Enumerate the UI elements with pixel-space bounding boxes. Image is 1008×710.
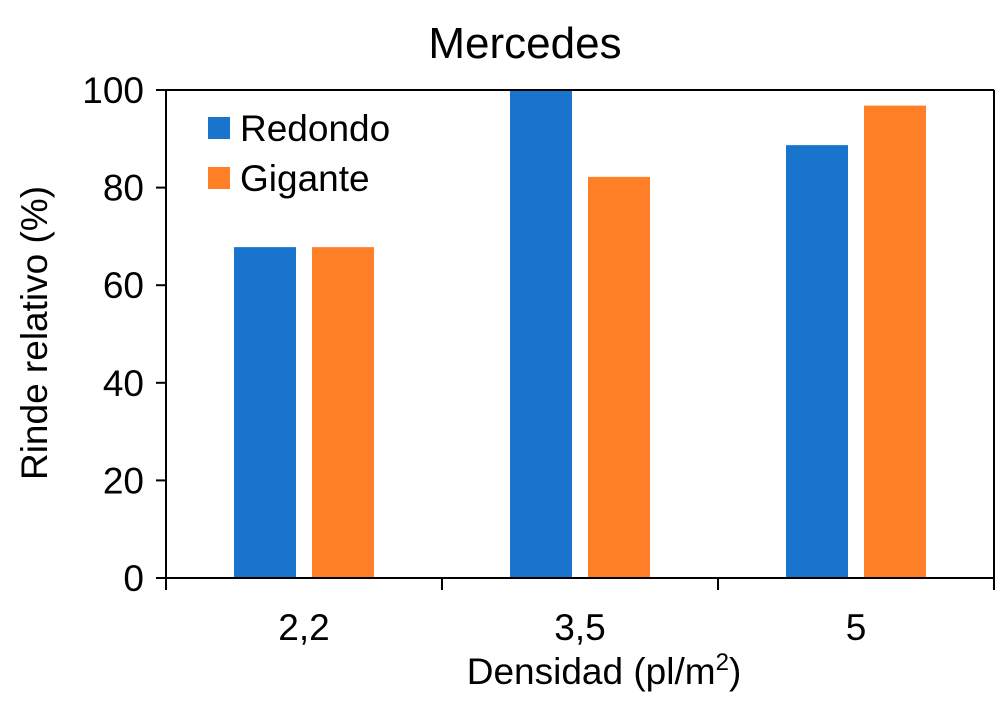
legend-swatch-gigante bbox=[208, 167, 230, 189]
bar-gigante-0 bbox=[312, 247, 374, 579]
y-tick-label: 60 bbox=[103, 265, 144, 306]
y-tick-label: 40 bbox=[103, 363, 144, 404]
legend: Redondo Gigante bbox=[208, 108, 390, 199]
x-tick-label: 5 bbox=[846, 607, 867, 648]
bar-redondo-1 bbox=[510, 90, 572, 578]
bar-redondo-2 bbox=[786, 145, 848, 579]
y-tick-label: 20 bbox=[103, 460, 144, 501]
bars-group bbox=[234, 90, 926, 579]
chart-title: Mercedes bbox=[428, 19, 621, 68]
y-tick-label: 0 bbox=[123, 558, 144, 599]
bar-gigante-1 bbox=[588, 176, 650, 578]
bar-redondo-0 bbox=[234, 247, 296, 579]
x-axis-ticks: 2,2 3,5 5 bbox=[165, 578, 995, 648]
y-axis-label: Rinde relativo (%) bbox=[14, 186, 55, 480]
x-axis-label-superscript: 2 bbox=[716, 649, 729, 676]
y-axis-ticks: 0 20 40 60 80 100 bbox=[82, 70, 166, 599]
x-axis-label: Densidad (pl/m2) bbox=[467, 649, 742, 692]
y-tick-label: 100 bbox=[82, 70, 144, 111]
x-tick-label: 2,2 bbox=[278, 607, 329, 648]
x-axis-label-close: ) bbox=[729, 651, 741, 692]
bar-gigante-2 bbox=[864, 105, 926, 578]
legend-swatch-redondo bbox=[208, 117, 230, 139]
y-tick-label: 80 bbox=[103, 168, 144, 209]
x-tick-label: 3,5 bbox=[554, 607, 605, 648]
legend-label-gigante: Gigante bbox=[240, 158, 370, 199]
legend-label-redondo: Redondo bbox=[240, 108, 390, 149]
x-axis-label-text: Densidad (pl/m bbox=[467, 651, 716, 692]
